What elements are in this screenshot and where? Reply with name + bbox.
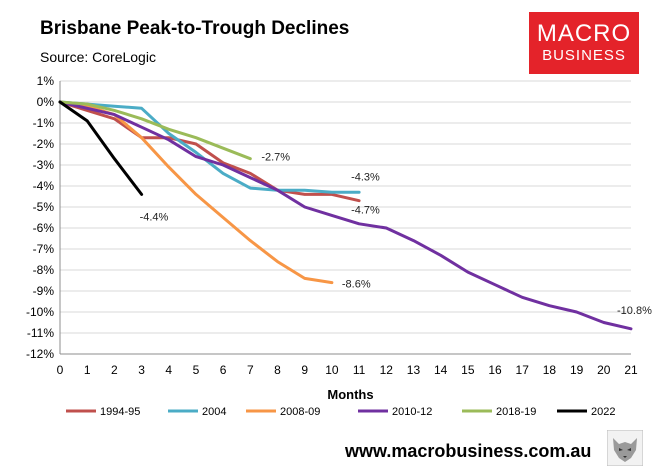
legend-label-2004: 2004 <box>202 406 226 418</box>
x-tick-label: 6 <box>220 363 227 377</box>
series-line-2004 <box>58 100 361 194</box>
data-label-1994-95: -4.7% <box>351 205 380 217</box>
x-tick-label: 8 <box>274 363 281 377</box>
x-tick-label: 10 <box>325 363 339 377</box>
series-line-2010-12 <box>58 100 633 331</box>
y-tick-label: -6% <box>33 221 55 235</box>
y-tick-label: -8% <box>33 263 55 277</box>
y-tick-label: -11% <box>27 326 54 340</box>
x-tick-label: 12 <box>380 363 394 377</box>
x-tick-label: 15 <box>461 363 475 377</box>
wolf-logo-icon <box>607 430 643 466</box>
legend-label-2018-19: 2018-19 <box>496 406 536 418</box>
legend-label-2010-12: 2010-12 <box>392 406 432 418</box>
x-tick-label: 19 <box>570 363 584 377</box>
x-tick-label: 17 <box>516 363 530 377</box>
y-tick-label: -9% <box>33 284 55 298</box>
y-tick-label: 0% <box>37 95 55 109</box>
x-tick-label: 11 <box>353 363 366 377</box>
y-tick-label: 1% <box>37 74 55 88</box>
logo-line-2: BUSINESS <box>542 47 626 64</box>
data-label-2004: -4.3% <box>351 171 380 183</box>
y-tick-label: -7% <box>33 242 55 256</box>
data-label-2010-12: -10.8% <box>617 305 652 317</box>
y-tick-label: -10% <box>26 305 54 319</box>
data-label-2008-09: -8.6% <box>342 279 371 291</box>
footer-url[interactable]: www.macrobusiness.com.au <box>345 441 592 461</box>
legend-label-2008-09: 2008-09 <box>280 406 320 418</box>
x-tick-label: 16 <box>488 363 502 377</box>
data-label-2018-19: -2.7% <box>261 152 290 164</box>
data-label-2022: -4.4% <box>140 211 169 223</box>
y-tick-label: -2% <box>33 137 55 151</box>
macrobusiness-logo[interactable]: MACRO BUSINESS <box>529 12 639 74</box>
x-axis-title: Months <box>327 387 373 402</box>
x-tick-label: 7 <box>247 363 254 377</box>
x-tick-label: 1 <box>84 363 91 377</box>
page-title: Brisbane Peak-to-Trough Declines <box>40 18 350 39</box>
line-chart: 1% 0% -1% -2% -3% -4% -5% -6% -7% -8% -9% -10% -11% -… <box>26 74 652 418</box>
y-tick-label: -3% <box>33 158 55 172</box>
y-tick-label: -4% <box>33 179 55 193</box>
x-tick-label: 5 <box>193 363 200 377</box>
series-line-2018-19 <box>58 100 252 161</box>
y-tick-label: -1% <box>33 116 55 130</box>
legend-label-1994-95: 1994-95 <box>100 406 140 418</box>
legend-label-2022: 2022 <box>591 406 615 418</box>
series-line-2022 <box>58 100 144 196</box>
x-tick-label: 2 <box>111 363 118 377</box>
x-tick-label: 20 <box>597 363 611 377</box>
x-tick-label: 18 <box>543 363 557 377</box>
x-tick-label: 0 <box>57 363 64 377</box>
x-tick-label: 9 <box>301 363 308 377</box>
x-tick-label: 21 <box>624 363 638 377</box>
y-tick-label: -5% <box>33 200 55 214</box>
x-tick-label: 3 <box>138 363 145 377</box>
x-tick-label: 13 <box>407 363 421 377</box>
source-text: Source: CoreLogic <box>40 49 156 65</box>
y-tick-label: -12% <box>26 347 54 361</box>
logo-line-1: MACRO <box>536 20 632 47</box>
x-tick-label: 4 <box>165 363 172 377</box>
series-line-1994-95 <box>58 100 361 203</box>
x-tick-label: 14 <box>434 363 448 377</box>
